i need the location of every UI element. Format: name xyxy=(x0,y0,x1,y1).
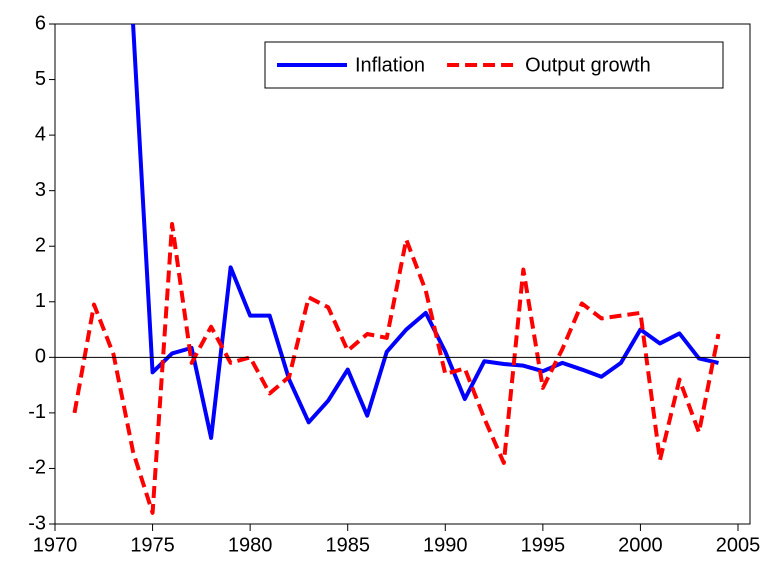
x-tick-label: 1995 xyxy=(521,534,566,556)
x-tick-label: 1975 xyxy=(130,534,175,556)
y-tick-label: -2 xyxy=(28,457,46,479)
y-tick-label: -3 xyxy=(28,512,46,534)
x-tick-label: 1990 xyxy=(423,534,468,556)
series-line xyxy=(72,222,721,515)
y-tick-label: 6 xyxy=(35,12,46,34)
y-tick-label: 2 xyxy=(35,235,46,257)
x-tick-label: 2005 xyxy=(716,534,761,556)
legend-label: Inflation xyxy=(355,54,425,76)
plot-frame xyxy=(54,23,751,525)
series-line xyxy=(131,24,719,440)
x-tick-label: 1980 xyxy=(228,534,273,556)
x-tick-label: 1985 xyxy=(325,534,370,556)
y-tick-label: 3 xyxy=(35,179,46,201)
x-tick-label: 1970 xyxy=(33,534,78,556)
lines xyxy=(72,24,721,515)
y-tick-label: -1 xyxy=(28,401,46,423)
y-tick-label: 0 xyxy=(35,346,46,368)
y-tick-label: 4 xyxy=(35,123,46,145)
y-tick-label: 1 xyxy=(35,290,46,312)
legend-label: Output growth xyxy=(525,54,651,76)
x-tick-label: 2000 xyxy=(618,534,663,556)
y-tick-label: 5 xyxy=(35,68,46,90)
